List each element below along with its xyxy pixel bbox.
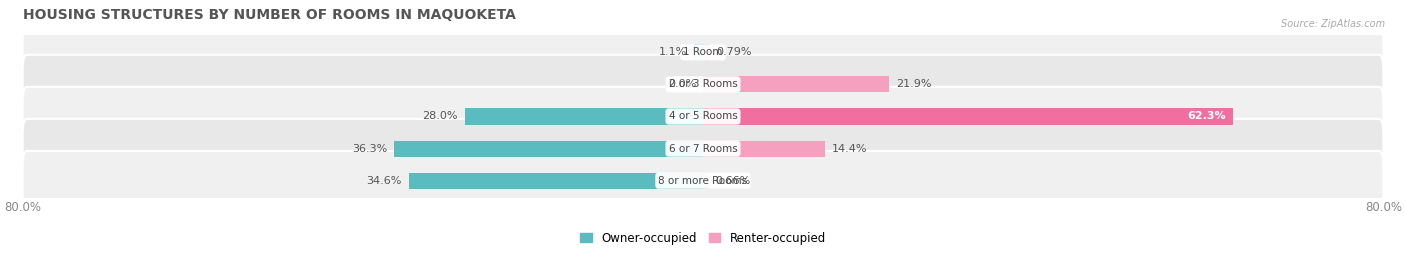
Text: 14.4%: 14.4% (832, 144, 868, 154)
Text: 1.1%: 1.1% (658, 47, 688, 57)
Text: Source: ZipAtlas.com: Source: ZipAtlas.com (1281, 19, 1385, 29)
FancyBboxPatch shape (22, 151, 1384, 210)
Text: 0.0%: 0.0% (668, 79, 696, 89)
FancyBboxPatch shape (22, 87, 1384, 146)
Text: 36.3%: 36.3% (353, 144, 388, 154)
Bar (703, 140, 825, 157)
Bar (693, 44, 703, 60)
Text: 0.79%: 0.79% (717, 47, 752, 57)
Text: 62.3%: 62.3% (1188, 111, 1226, 122)
FancyBboxPatch shape (22, 55, 1384, 114)
Text: 1 Room: 1 Room (683, 47, 723, 57)
Text: 0.66%: 0.66% (716, 176, 751, 186)
Bar (703, 173, 709, 189)
Bar (703, 44, 710, 60)
Legend: Owner-occupied, Renter-occupied: Owner-occupied, Renter-occupied (575, 227, 831, 250)
Text: 8 or more Rooms: 8 or more Rooms (658, 176, 748, 186)
Bar (409, 173, 703, 189)
Text: HOUSING STRUCTURES BY NUMBER OF ROOMS IN MAQUOKETA: HOUSING STRUCTURES BY NUMBER OF ROOMS IN… (22, 8, 516, 22)
Bar (465, 108, 703, 125)
Text: 2 or 3 Rooms: 2 or 3 Rooms (669, 79, 737, 89)
Text: 4 or 5 Rooms: 4 or 5 Rooms (669, 111, 737, 122)
Text: 6 or 7 Rooms: 6 or 7 Rooms (669, 144, 737, 154)
Text: 21.9%: 21.9% (896, 79, 932, 89)
Text: 34.6%: 34.6% (367, 176, 402, 186)
Text: 28.0%: 28.0% (423, 111, 458, 122)
FancyBboxPatch shape (22, 23, 1384, 82)
Bar (394, 140, 703, 157)
Bar (703, 76, 889, 93)
Bar (703, 108, 1233, 125)
FancyBboxPatch shape (22, 119, 1384, 178)
